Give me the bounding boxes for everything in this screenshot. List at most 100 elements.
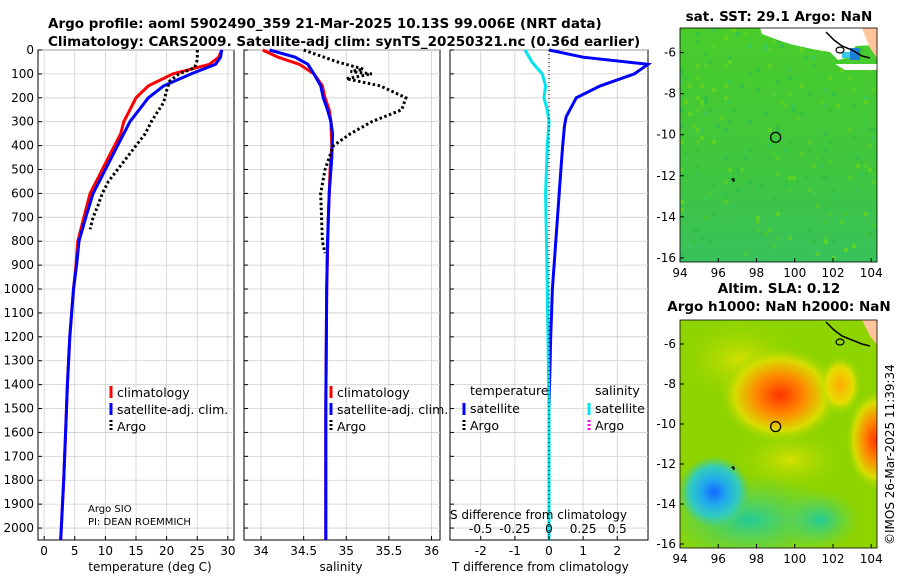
y-tick-label: 1300 <box>3 354 34 368</box>
series-line-temperature-satellite <box>547 48 653 540</box>
lat-tick-label: -10 <box>656 128 676 142</box>
salinity-axes <box>243 49 441 541</box>
y-tick-label: 200 <box>11 91 34 105</box>
sst-pixel <box>696 228 700 232</box>
sst-pixel <box>680 68 684 72</box>
sst-pixel <box>744 156 748 160</box>
sst-pixel <box>732 204 736 208</box>
legend-climatology: climatology <box>117 385 190 400</box>
figure-title-line2: Climatology: CARS2009. Satellite-adj cli… <box>48 34 640 50</box>
sst-pixel <box>852 244 856 248</box>
sla-float-track <box>731 466 735 470</box>
sst-pixel <box>776 128 780 132</box>
sst-pixel <box>760 184 764 188</box>
sst-pixel <box>712 88 716 92</box>
sst-pixel <box>796 116 800 120</box>
sst-pixel <box>788 188 792 192</box>
sst-pixel <box>824 176 828 180</box>
sst-pixel <box>824 236 828 240</box>
sst-pixel <box>808 140 812 144</box>
sst-pixel <box>816 156 820 160</box>
sla-high-east <box>818 355 862 415</box>
sst-cloud-mask-2 <box>835 64 877 70</box>
sst-pixel <box>704 112 708 116</box>
sst-pixel <box>724 192 728 196</box>
sst-coastline <box>825 31 871 59</box>
sst-pixel <box>684 152 688 156</box>
y-tick-label: 1100 <box>3 306 34 320</box>
sst-pixel <box>712 212 716 216</box>
sst-pixel <box>760 100 764 104</box>
lat-tick-label: -6 <box>664 337 676 351</box>
lat-tick-label: -8 <box>664 87 676 101</box>
sst-pixel <box>728 120 732 124</box>
sst-pixel <box>724 36 728 40</box>
sst-pixel <box>764 44 768 48</box>
x-tick-label: 36 <box>424 544 439 558</box>
y-tick-label: 300 <box>11 115 34 129</box>
legend-sal-satellite: satellite <box>595 401 645 416</box>
sst-pixel <box>808 188 812 192</box>
sst-pixel <box>768 56 772 60</box>
sla-map-ticks: 94 96 98 100 102 104 -6 -8 -10 -12 -14 -16 <box>656 337 882 566</box>
x2-tick-label: -0.25 <box>499 522 530 536</box>
sst-pixel <box>708 240 712 244</box>
sst-pixel <box>856 148 860 152</box>
sla-high-center <box>720 347 840 443</box>
sst-pixel <box>816 252 820 256</box>
sla-low-west <box>680 456 750 528</box>
lat-tick-label: -8 <box>664 377 676 391</box>
sst-pixel <box>824 88 828 92</box>
sst-pixel <box>700 128 704 132</box>
sst-pixel <box>808 228 812 232</box>
sla-coastline <box>825 321 871 347</box>
salinity-lines <box>262 48 408 540</box>
sst-pixel <box>736 168 740 172</box>
sst-pixel <box>772 40 776 44</box>
sst-pixel <box>868 144 872 148</box>
sst-pixel <box>840 220 844 224</box>
sst-pixel <box>688 84 692 88</box>
sst-pixel <box>824 240 828 244</box>
sst-pixel <box>684 100 688 104</box>
sst-pixel <box>768 84 772 88</box>
sst-pixel <box>864 164 868 168</box>
sst-pixel <box>688 112 692 116</box>
sst-pixel <box>764 112 768 116</box>
sst-pixel <box>868 232 872 236</box>
x2-tick-label: -0.5 <box>469 522 492 536</box>
sst-float-track <box>731 177 735 182</box>
sst-pixel <box>760 232 764 236</box>
sst-pixel <box>748 180 752 184</box>
sst-pixel <box>856 164 860 168</box>
sst-pixel <box>696 96 700 100</box>
sst-pixel <box>820 100 824 104</box>
x-tick-label: 34.5 <box>290 544 317 558</box>
sst-pixel <box>700 136 704 140</box>
sst-pixel <box>712 140 716 144</box>
sst-map: sat. SST: 29.1 Argo: NaN 94 96 98 100 102 104… <box>656 9 882 280</box>
y-tick-label: 400 <box>11 139 34 153</box>
sst-pixel <box>772 152 776 156</box>
sst-pixel <box>856 188 860 192</box>
sst-pixel <box>696 196 700 200</box>
sst-pixel <box>696 128 700 132</box>
sst-pixel <box>796 120 800 124</box>
sst-pixel <box>768 128 772 132</box>
sla-map-title1: Altim. SLA: 0.12 <box>718 281 840 297</box>
y-tick-label: 500 <box>11 163 34 177</box>
sst-pixel <box>828 140 832 144</box>
x-tick-label: 5 <box>71 544 79 558</box>
sst-pixel <box>860 48 864 52</box>
sst-pixel <box>800 152 804 156</box>
sst-pixel <box>688 244 692 248</box>
lon-tick-label: 96 <box>711 552 726 566</box>
sst-pixel <box>872 172 876 176</box>
x-tick-label: 35.5 <box>376 544 403 558</box>
sst-pixel <box>724 156 728 160</box>
sst-pixel <box>716 124 720 128</box>
sst-pixel <box>712 28 716 32</box>
sst-pixel <box>808 108 812 112</box>
sst-pixel <box>772 92 776 96</box>
sst-land <box>862 28 877 58</box>
